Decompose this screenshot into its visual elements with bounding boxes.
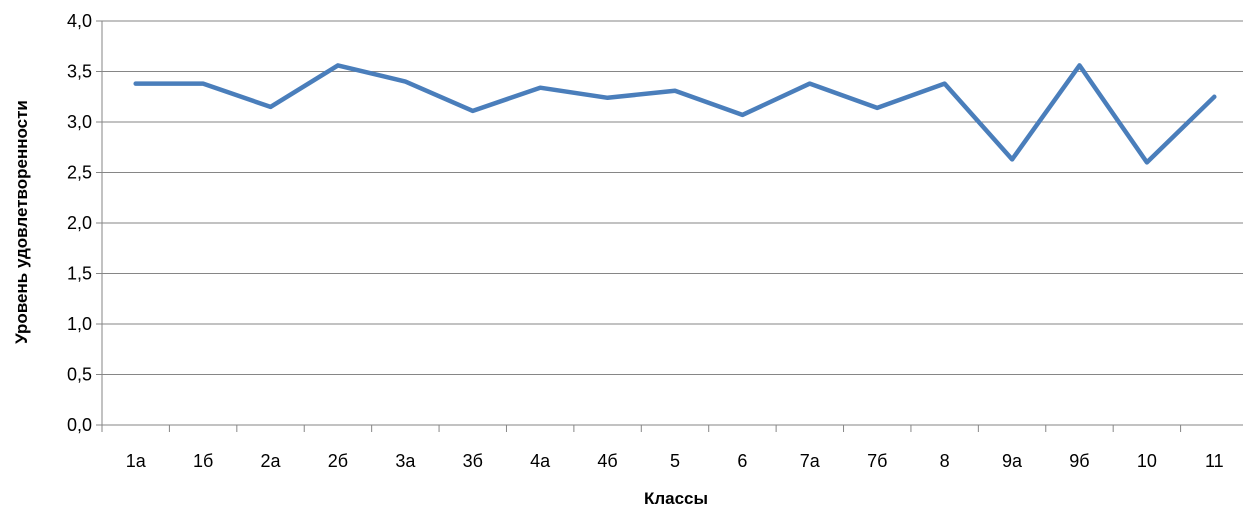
y-tick-label: 3,0 (67, 112, 92, 132)
y-tick-label: 2,0 (67, 213, 92, 233)
x-tick-label: 7б (867, 451, 887, 471)
x-tick-label: 2а (261, 451, 282, 471)
x-tick-label: 4а (530, 451, 551, 471)
x-tick-label: 3б (463, 451, 483, 471)
x-tick-label: 1а (126, 451, 147, 471)
x-tick-label: 7а (800, 451, 821, 471)
x-axis-title: Классы (644, 489, 708, 508)
x-tick-label: 8 (940, 451, 950, 471)
y-axis-tick-labels: 0,0 0,5 1,0 1,5 2,0 2,5 3,0 3,5 4,0 (67, 11, 102, 435)
x-tick-label: 10 (1137, 451, 1157, 471)
x-tick-label: 9б (1069, 451, 1089, 471)
y-tick-label: 0,0 (67, 415, 92, 435)
x-axis (101, 21, 1243, 432)
y-tick-label: 2,5 (67, 163, 92, 183)
series-lines (133, 63, 1217, 165)
y-axis-title: Уровень удовлетворенности (12, 100, 31, 344)
x-tick-label: 5 (670, 451, 680, 471)
x-tick-label: 3а (395, 451, 416, 471)
y-tick-label: 0,5 (67, 365, 92, 385)
y-tick-label: 4,0 (67, 11, 92, 31)
series-line (133, 63, 1217, 165)
x-tick-label: 1б (193, 451, 213, 471)
y-tick-label: 3,5 (67, 62, 92, 82)
x-tick-label: 4б (597, 451, 617, 471)
x-axis-tick-labels: 1а 1б 2а 2б 3а 3б 4а 4б 5 6 7а 7б 8 9а 9б 10 11 (126, 451, 1224, 471)
y-tick-label: 1,0 (67, 314, 92, 334)
x-tick-label: 6 (737, 451, 747, 471)
x-tick-label: 9а (1002, 451, 1023, 471)
x-tick-label: 2б (328, 451, 348, 471)
gridlines (102, 20, 1243, 375)
y-tick-label: 1,5 (67, 264, 92, 284)
x-tick-label: 11 (1205, 451, 1224, 471)
